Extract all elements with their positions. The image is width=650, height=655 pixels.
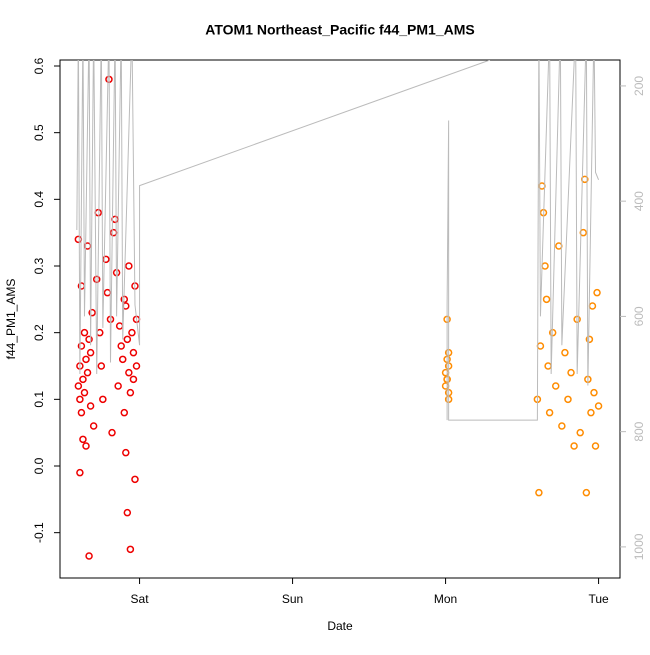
x-tick-label: Tue (588, 592, 609, 606)
y2-tick-label: 1000 (632, 533, 646, 560)
x-axis-label: Date (327, 619, 353, 633)
point (561, 348, 569, 357)
point (544, 362, 552, 370)
point (122, 448, 130, 457)
point (536, 342, 545, 350)
point (541, 262, 549, 270)
point (123, 335, 132, 344)
point (79, 435, 87, 444)
y-tick-label: 0.0 (32, 457, 46, 474)
point (123, 508, 132, 517)
point (567, 368, 575, 377)
point (582, 488, 591, 497)
point (85, 335, 93, 344)
y-tick-label: 0.4 (32, 191, 46, 208)
point (82, 355, 90, 364)
point (441, 368, 450, 377)
y2-tick-label: 800 (632, 421, 646, 441)
point (85, 552, 93, 560)
y2-tick-label: 400 (632, 191, 646, 211)
y-tick-label: 0.1 (32, 391, 46, 408)
point (118, 355, 127, 364)
point (588, 302, 597, 310)
point (83, 368, 92, 377)
point (94, 208, 103, 217)
point (76, 395, 84, 404)
point (594, 402, 603, 410)
plot-area (74, 60, 603, 560)
x-tick-label: Mon (434, 592, 457, 606)
point (126, 388, 135, 397)
point (576, 428, 584, 437)
point (79, 375, 87, 384)
point (103, 288, 112, 297)
point (535, 488, 543, 497)
point (74, 235, 83, 244)
point (109, 228, 118, 237)
point (97, 362, 106, 370)
point (120, 408, 129, 417)
point (558, 422, 566, 430)
point (99, 395, 107, 404)
point (579, 228, 588, 237)
point (80, 388, 89, 397)
point (441, 382, 450, 390)
point (587, 408, 595, 417)
x-tick-label: Sat (131, 592, 150, 606)
y2-tick-label: 600 (632, 306, 646, 326)
point (581, 175, 589, 184)
point (74, 382, 83, 390)
point (115, 322, 124, 330)
point (108, 428, 116, 437)
point (131, 475, 139, 484)
point (86, 348, 95, 357)
point (129, 348, 138, 357)
x-tick-label: Sun (282, 592, 303, 606)
point (585, 335, 594, 344)
chart-title: ATOM1 Northeast_Pacific f44_PM1_AMS (205, 22, 474, 38)
point (542, 295, 551, 304)
y-tick-label: 0.6 (32, 57, 46, 74)
point (76, 468, 84, 477)
point (570, 442, 578, 450)
point (86, 402, 95, 410)
y-tick-label: 0.5 (32, 124, 46, 141)
point (564, 395, 572, 404)
y-axis-label: f44_PM1_AMS (4, 279, 18, 360)
point (117, 342, 125, 350)
point (126, 545, 135, 554)
point (125, 262, 133, 270)
point (92, 275, 101, 284)
plot-frame (59, 59, 621, 579)
y-tick-label: -0.1 (32, 522, 46, 543)
line (76, 60, 600, 421)
point (88, 308, 96, 317)
point (77, 408, 86, 417)
y2-tick-label: 200 (632, 76, 646, 96)
point (77, 342, 86, 350)
point (128, 328, 136, 337)
point (593, 288, 601, 297)
point (590, 388, 598, 397)
point (545, 408, 554, 417)
point (129, 375, 138, 384)
point (591, 442, 600, 450)
point (125, 368, 133, 377)
point (551, 382, 560, 390)
point (80, 328, 89, 337)
point (89, 422, 98, 430)
point (82, 442, 90, 450)
point (132, 362, 141, 370)
point (114, 382, 122, 390)
y-tick-label: 0.3 (32, 257, 46, 274)
y-tick-label: 0.2 (32, 324, 46, 341)
